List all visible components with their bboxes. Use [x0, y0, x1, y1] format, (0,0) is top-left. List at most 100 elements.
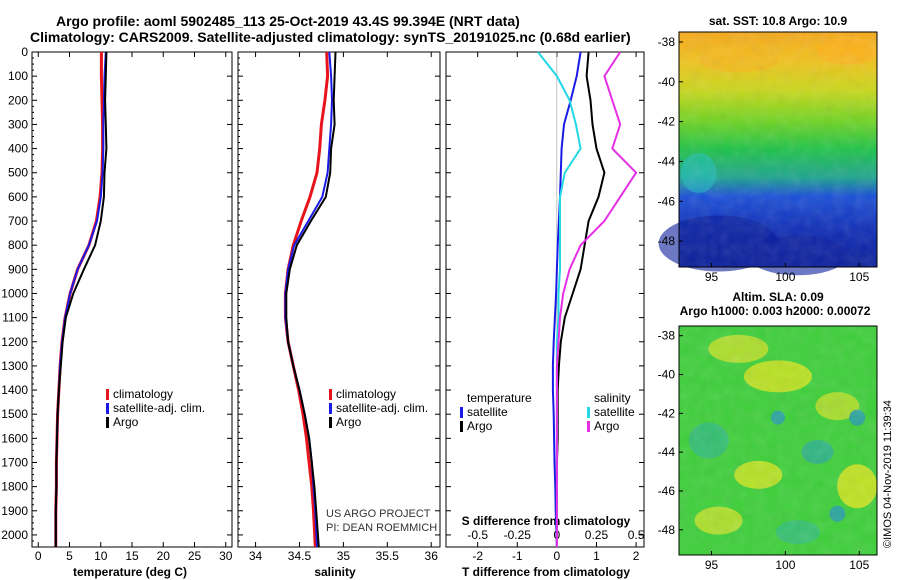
- legend-label: Argo: [467, 419, 493, 433]
- x-tick-label: 105: [849, 270, 869, 284]
- x-tick-label: -2: [472, 549, 483, 563]
- legend-swatch: [329, 389, 332, 400]
- y-tick-label: -44: [658, 445, 676, 459]
- plot-frame: [237, 51, 441, 548]
- x-tick-label: 25: [188, 549, 202, 563]
- y-tick-label: 1800: [1, 480, 28, 494]
- series-line-argo: [54, 51, 108, 547]
- y-tick-label: 500: [8, 166, 28, 180]
- legend-swatch: [587, 421, 590, 432]
- legend-label: climatology: [336, 387, 396, 401]
- y-tick-label: 1500: [1, 407, 28, 421]
- legend-label: satellite-adj. clim.: [336, 401, 428, 415]
- y-tick-label: -46: [658, 194, 676, 208]
- x-axis-label: T difference from climatology: [462, 565, 630, 579]
- x-axis-label: salinity: [314, 565, 356, 579]
- plot-frame: [445, 51, 645, 548]
- map-frame: [678, 31, 878, 268]
- series-line-temperature-satellite: [551, 51, 582, 548]
- pi-annotation: PI: DEAN ROEMMICH: [326, 522, 437, 534]
- y-tick-label: 800: [8, 238, 28, 252]
- x-tick-label: 95: [705, 558, 719, 572]
- y-tick-label: -48: [658, 523, 676, 537]
- x-tick-label: 15: [125, 549, 139, 563]
- legend-swatch: [587, 407, 590, 418]
- legend-label: satellite: [467, 405, 508, 419]
- x-tick-label: -1: [512, 549, 523, 563]
- map-subtitle: Argo h1000: 0.003 h2000: 0.00072: [680, 304, 871, 318]
- s-tick-label: 0.25: [585, 528, 609, 542]
- y-tick-label: 600: [8, 190, 28, 204]
- y-tick-label: 1300: [1, 359, 28, 373]
- y-tick-label: 100: [8, 69, 28, 83]
- legend-label: Argo: [336, 415, 362, 429]
- sst-map-panel: -38 -40 -42 -44 -46 -48 95 100 105 sat. SST: 10.8…: [658, 14, 878, 284]
- x-tick-label: 10: [94, 549, 108, 563]
- legend-title-salinity: salinity: [594, 391, 631, 405]
- y-tick-label: -46: [658, 484, 676, 498]
- imos-timestamp: ©IMOS 04-Nov-2019 11:39:34: [882, 400, 894, 548]
- x-tick-label: 35.5: [376, 549, 400, 563]
- x-tick-label: 105: [849, 558, 869, 572]
- y-tick-label: 400: [8, 142, 28, 156]
- x-tick-label: 95: [705, 270, 719, 284]
- y-tick-label: -48: [658, 234, 676, 248]
- y-tick-label: 300: [8, 117, 28, 131]
- map-texture: [679, 326, 877, 555]
- y-tick-label: 1900: [1, 504, 28, 518]
- y-tick-label: -42: [658, 406, 676, 420]
- legend-label: Argo: [594, 419, 620, 433]
- y-tick-label: 0: [21, 45, 28, 59]
- chart-title-line1: Argo profile: aoml 5902485_113 25-Oct-20…: [56, 13, 520, 29]
- series-line-salinity-argo: [555, 51, 638, 547]
- y-tick-label: 700: [8, 214, 28, 228]
- y-tick-label: -44: [658, 154, 676, 168]
- legend-swatch: [106, 403, 109, 414]
- y-tick-label: -40: [658, 75, 676, 89]
- map-title: Altim. SLA: 0.09: [732, 290, 824, 304]
- legend-label: satellite-adj. clim.: [113, 401, 205, 415]
- legend-swatch: [460, 407, 463, 418]
- s-tick-label: 0.5: [628, 528, 645, 542]
- legend-label: Argo: [113, 415, 139, 429]
- x-tick-label: 36: [425, 549, 439, 563]
- x-tick-label: 100: [775, 270, 795, 284]
- project-annotation: US ARGO PROJECT: [326, 508, 431, 520]
- difference-panel: -2 -1 0 1 2-0.5 -0.25 0 0.25 0.5S difference fro…: [445, 51, 645, 579]
- x-tick-label: 2: [633, 549, 640, 563]
- y-tick-label: 1000: [1, 286, 28, 300]
- y-tick-label: 1200: [1, 335, 28, 349]
- legend-label: satellite: [594, 405, 635, 419]
- temperature-panel: 0100200300400500600700800900100011001200…: [1, 45, 232, 579]
- x-tick-label: 1: [593, 549, 600, 563]
- x-tick-label: 34.5: [288, 549, 312, 563]
- s-tick-label: -0.25: [504, 528, 532, 542]
- x-tick-label: 0: [35, 549, 42, 563]
- plot-frame: [31, 51, 233, 548]
- map-frame: [678, 325, 878, 556]
- legend-label: climatology: [113, 387, 173, 401]
- series-line-argo: [285, 51, 337, 548]
- x-tick-label: 20: [157, 549, 171, 563]
- x-tick-label: 35: [337, 549, 351, 563]
- y-tick-label: 1700: [1, 455, 28, 469]
- y-tick-label: 1100: [2, 311, 28, 325]
- x-tick-label: 30: [219, 549, 233, 563]
- s-tick-label: -0.5: [467, 528, 488, 542]
- x-tick-label: 5: [66, 549, 73, 563]
- x-tick-label: 0: [554, 549, 561, 563]
- chart-title-line2: Climatology: CARS2009. Satellite-adjuste…: [30, 29, 631, 45]
- legend-swatch: [106, 389, 109, 400]
- map-texture: [679, 32, 877, 267]
- x-tick-label: 34: [249, 549, 263, 563]
- y-tick-label: 2000: [1, 528, 28, 542]
- y-tick-label: -40: [658, 368, 676, 382]
- y-tick-label: -38: [658, 329, 676, 343]
- x-axis-label: temperature (deg C): [73, 565, 187, 579]
- y-tick-label: 900: [8, 262, 28, 276]
- legend-swatch: [460, 421, 463, 432]
- y-tick-label: 1600: [1, 431, 28, 445]
- y-tick-label: -42: [658, 115, 676, 129]
- y-tick-label: -38: [658, 35, 676, 49]
